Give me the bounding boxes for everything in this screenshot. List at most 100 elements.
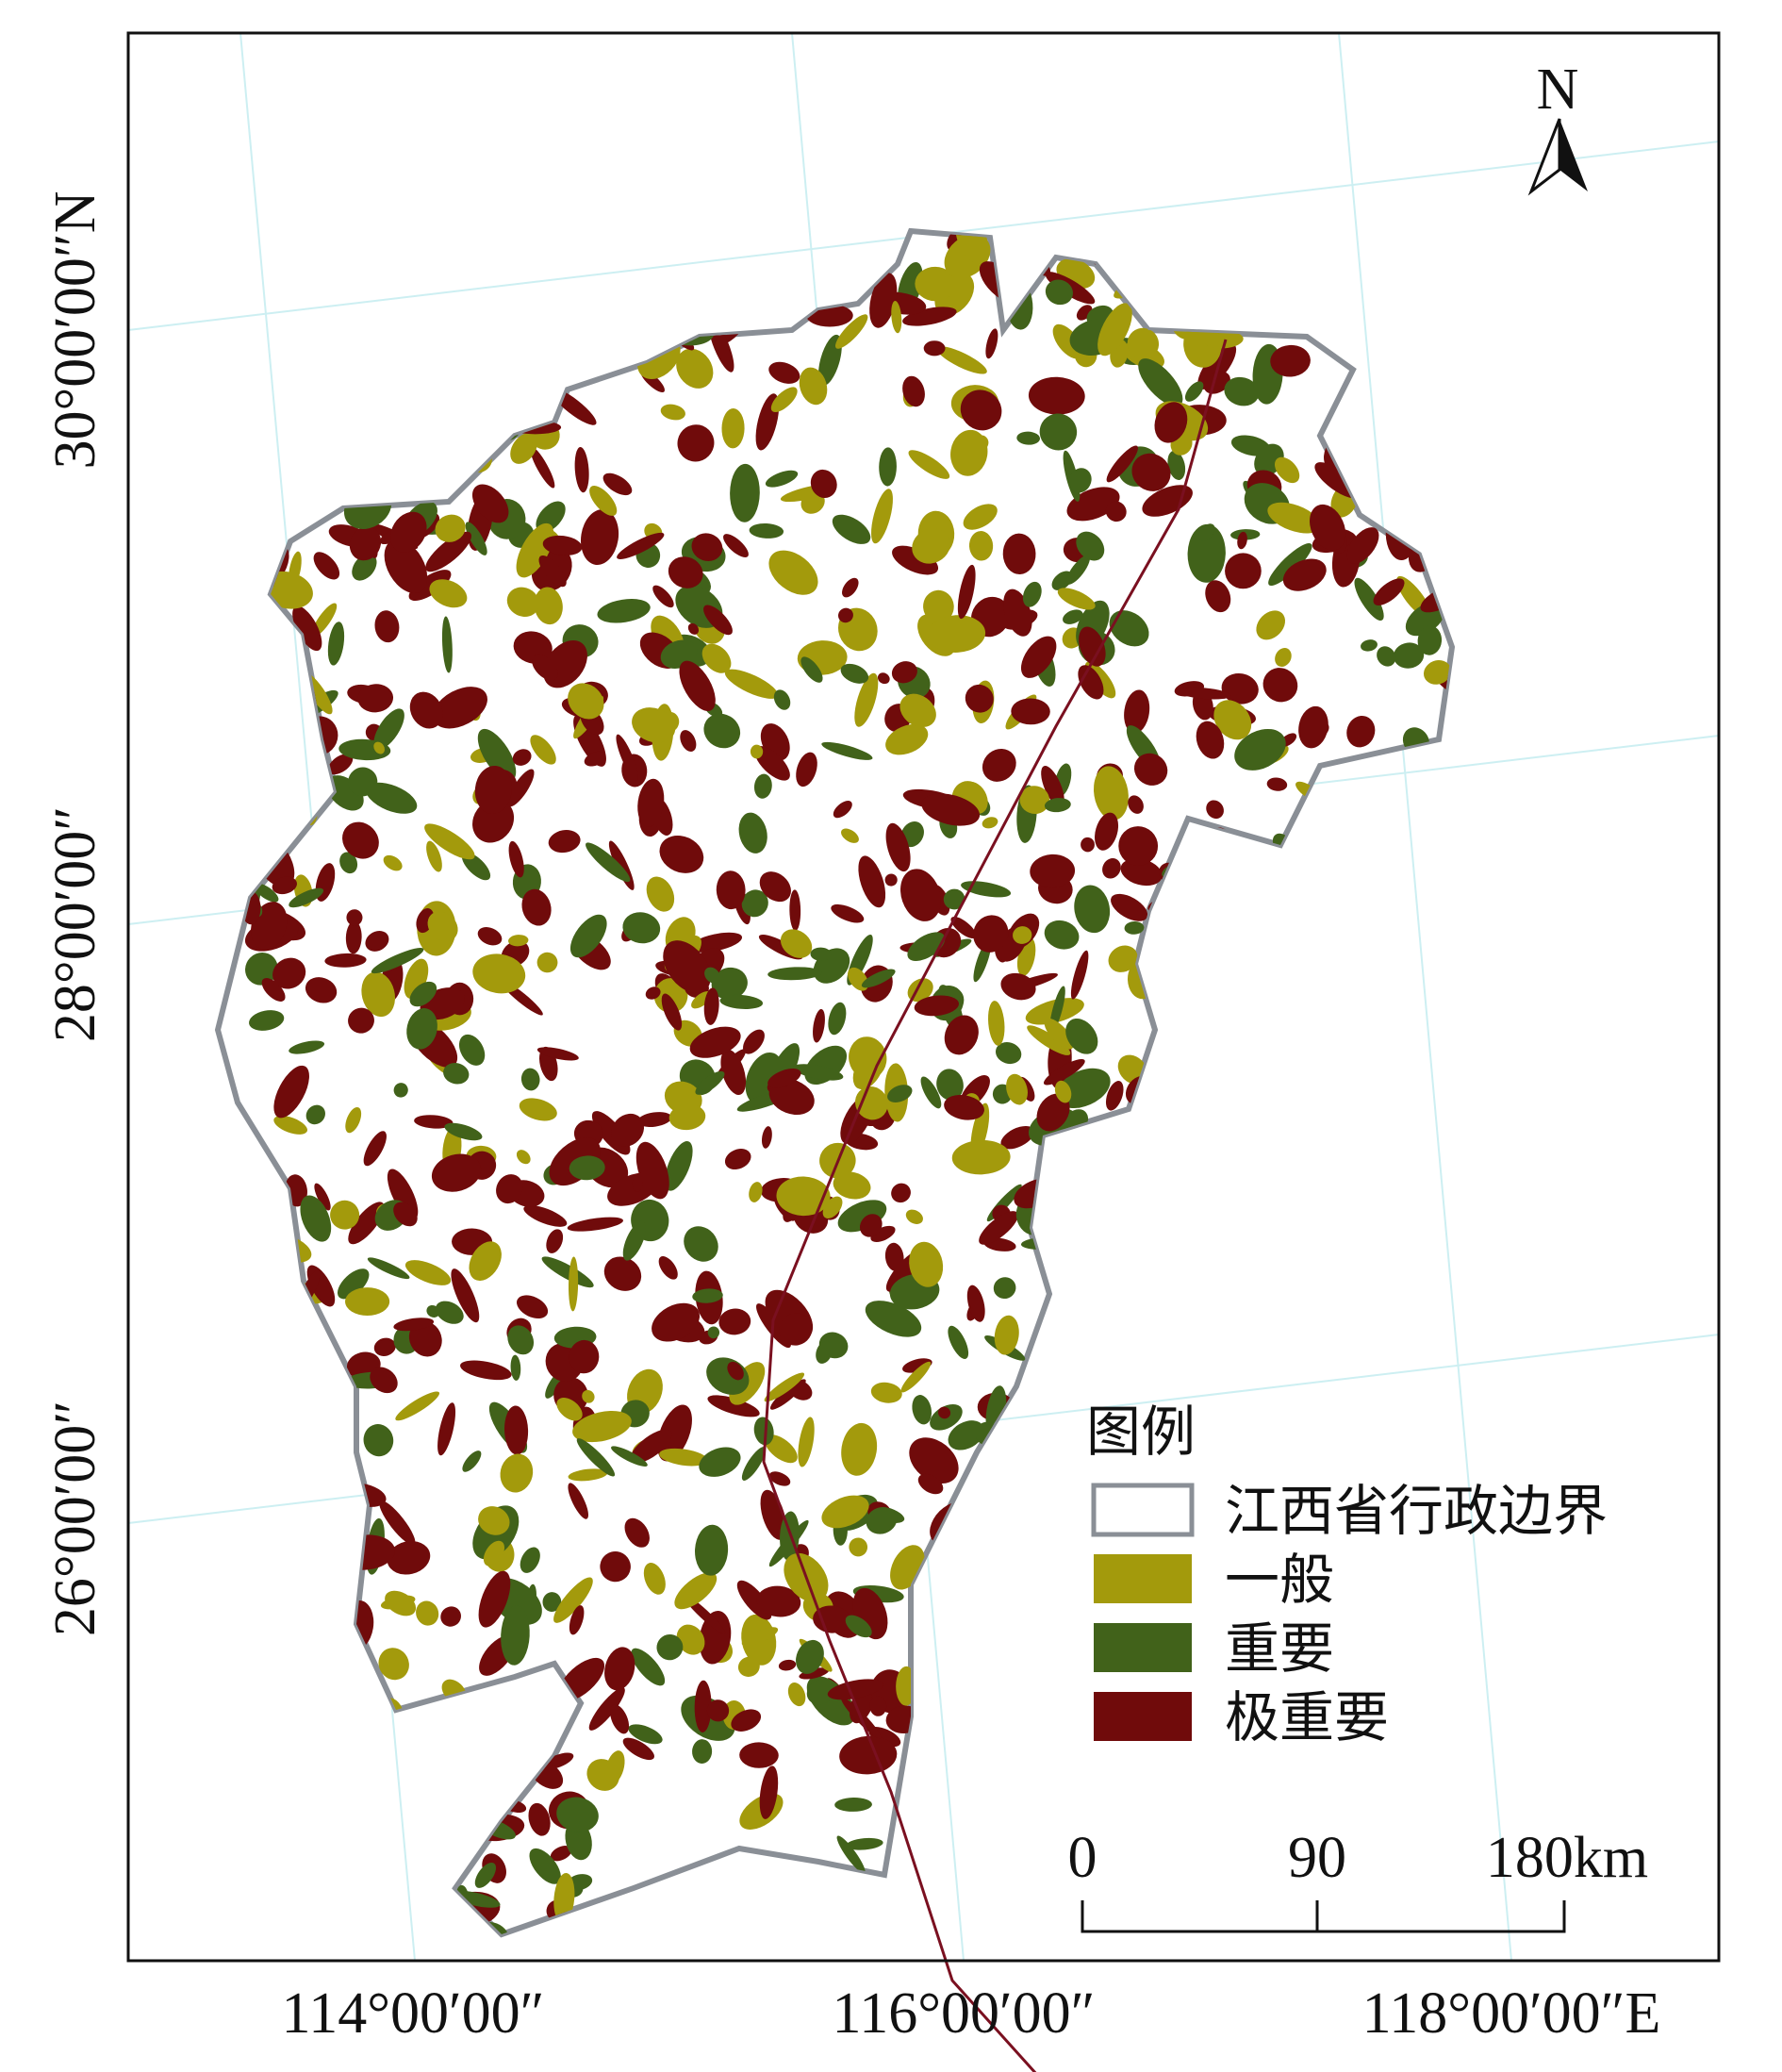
- land-patch: [1065, 1269, 1088, 1320]
- land-patch: [1006, 1658, 1038, 1682]
- land-patch: [234, 369, 283, 395]
- land-patch: [909, 1894, 930, 1934]
- land-patch: [866, 1506, 898, 1534]
- land-patch: [1400, 1302, 1430, 1328]
- land-patch: [1074, 885, 1111, 934]
- land-patch: [988, 1001, 1005, 1046]
- land-patch: [1114, 1466, 1130, 1482]
- land-patch: [1346, 527, 1379, 564]
- land-patch: [659, 1448, 708, 1467]
- land-patch: [218, 1140, 234, 1169]
- land-patch: [546, 240, 599, 290]
- land-patch: [1206, 1268, 1234, 1305]
- land-patch: [1282, 558, 1327, 591]
- land-patch: [905, 1209, 923, 1224]
- land-patch: [1427, 796, 1452, 816]
- land-patch: [1182, 1162, 1209, 1186]
- land-patch: [597, 599, 651, 623]
- land-patch: [1460, 1303, 1478, 1329]
- legend-swatch: [1094, 1554, 1192, 1603]
- land-patch: [716, 870, 746, 910]
- land-patch: [261, 1734, 285, 1766]
- land-patch: [798, 1417, 815, 1467]
- land-patch: [371, 948, 424, 974]
- land-patch: [861, 969, 896, 988]
- land-patch: [327, 754, 354, 775]
- land-patch: [1156, 1224, 1198, 1258]
- land-patch: [223, 1480, 251, 1526]
- land-patch: [1275, 648, 1292, 667]
- land-patch: [365, 931, 389, 952]
- land-patch: [1131, 453, 1171, 491]
- land-patch: [1206, 800, 1224, 820]
- land-patch: [1050, 1925, 1089, 1934]
- land-patch: [756, 231, 773, 240]
- land-patch: [738, 812, 767, 854]
- land-patch: [323, 1498, 343, 1532]
- land-patch: [314, 1183, 331, 1211]
- land-patch: [322, 381, 355, 431]
- land-patch: [357, 1817, 397, 1855]
- land-patch: [305, 1104, 325, 1125]
- land-patch: [1266, 777, 1288, 791]
- land-patch: [645, 986, 661, 1000]
- land-patch: [806, 1923, 826, 1934]
- land-patch: [1401, 348, 1445, 395]
- land-patch: [218, 1442, 227, 1458]
- land-patch: [768, 1471, 791, 1486]
- land-patch: [1199, 1178, 1246, 1218]
- land-patch: [810, 469, 837, 499]
- land-patch: [292, 605, 322, 652]
- land-patch: [342, 821, 379, 859]
- map-frame: [126, 31, 1721, 1963]
- longitude-label: 114°00′00″: [282, 1981, 545, 2046]
- land-patch: [623, 322, 668, 354]
- land-patch: [1045, 279, 1073, 306]
- land-patch: [957, 564, 976, 620]
- land-patch: [668, 1103, 706, 1131]
- land-patch: [1427, 773, 1447, 794]
- land-patch: [676, 348, 714, 389]
- land-patch: [383, 854, 403, 871]
- land-patch: [324, 953, 367, 968]
- land-patch: [1120, 858, 1163, 887]
- land-patch: [1124, 920, 1145, 935]
- land-patch: [1221, 672, 1259, 704]
- land-patch: [472, 953, 526, 994]
- land-patch: [616, 734, 638, 781]
- land-patch: [635, 231, 652, 245]
- land-patch: [1281, 1034, 1302, 1051]
- land-patch: [549, 314, 569, 331]
- land-patch: [1076, 531, 1105, 561]
- land-patch: [816, 1340, 833, 1364]
- land-patch: [289, 1866, 339, 1913]
- land-patch: [430, 1842, 450, 1861]
- land-patch: [1276, 992, 1301, 1006]
- land-patch: [1420, 1443, 1452, 1468]
- land-patch: [508, 935, 529, 947]
- land-patch: [1252, 1162, 1272, 1183]
- land-patch: [773, 689, 791, 710]
- land-patch: [1257, 1329, 1291, 1359]
- land-patch: [1135, 231, 1159, 238]
- land-patch: [1354, 577, 1384, 622]
- land-patch: [384, 539, 428, 594]
- land-patch: [1264, 1389, 1300, 1428]
- land-patch: [1422, 834, 1452, 851]
- land-patch: [1197, 1237, 1222, 1258]
- land-patch: [218, 1781, 249, 1810]
- land-patch: [1415, 235, 1444, 257]
- land-patch: [652, 585, 674, 608]
- land-patch: [477, 927, 503, 946]
- legend-label: 极重要: [1225, 1685, 1389, 1749]
- land-patch: [1333, 422, 1367, 445]
- land-patch: [915, 266, 956, 302]
- land-patch: [218, 1798, 246, 1826]
- land-patch: [659, 835, 704, 873]
- land-patch: [218, 1358, 257, 1392]
- land-patch: [1300, 1902, 1325, 1934]
- land-patch: [1013, 926, 1032, 944]
- land-patch: [1108, 945, 1138, 972]
- land-patch: [799, 1667, 830, 1680]
- land-patch: [919, 1683, 949, 1708]
